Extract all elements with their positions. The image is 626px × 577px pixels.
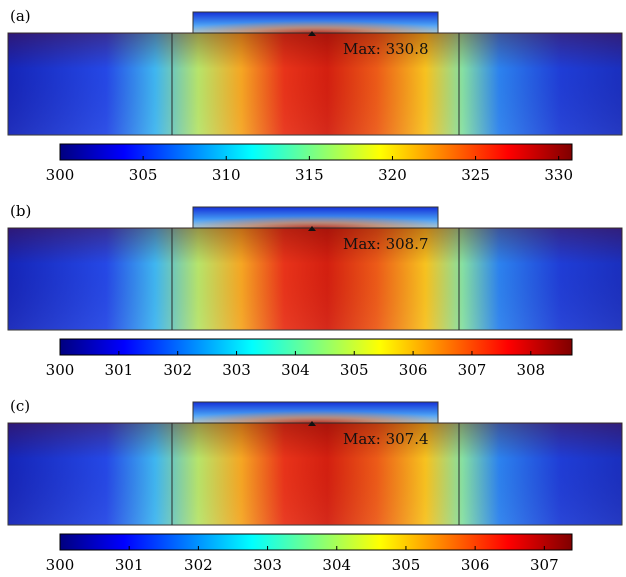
colorbar	[59, 338, 573, 356]
max-value-label: Max: 308.7	[343, 235, 429, 253]
field-shading	[8, 423, 622, 525]
colorbar-tick-label: 302	[184, 556, 213, 573]
colorbar-tick-label: 302	[163, 361, 192, 379]
colorbar-tick-label: 305	[129, 166, 158, 184]
field-shading	[8, 33, 622, 135]
panel-label: (a)	[10, 7, 31, 25]
colorbar-tick-label: 304	[322, 556, 351, 573]
colorbar	[59, 533, 573, 551]
max-marker-icon	[308, 226, 316, 231]
max-marker-icon	[308, 421, 316, 426]
colorbar-tick-label: 320	[378, 166, 407, 184]
panel-label: (b)	[10, 202, 31, 220]
colorbar-tick-label: 306	[399, 361, 428, 379]
colorbar-tick-label: 307	[530, 556, 559, 573]
colorbar-tick-label: 305	[392, 556, 421, 573]
top-block-heat	[193, 12, 438, 34]
colorbar-tick-label: 300	[46, 361, 75, 379]
top-block-heat	[193, 402, 438, 424]
colorbar-tick-label: 307	[458, 361, 487, 379]
panel-3: (c) Max: 307.4 300 301 302 303 304 305 306 307	[7, 397, 623, 574]
colorbar-tick-label: 310	[212, 166, 241, 184]
colorbar	[59, 143, 573, 161]
colorbar-tick-label: 301	[115, 556, 144, 573]
colorbar-tick-label: 305	[340, 361, 369, 379]
panel-1: (a) Max: 330.8 300 305 310 315 320 325 330	[7, 7, 623, 184]
colorbar-tick-label: 306	[461, 556, 490, 573]
max-marker-icon	[308, 31, 316, 36]
colorbar-tick-label: 315	[295, 166, 324, 184]
colorbar-tick-label: 304	[281, 361, 310, 379]
panel-label: (c)	[10, 397, 30, 415]
panel-2: (b) Max: 308.7 300 301 302 303 304 305 306 307 308	[7, 202, 623, 379]
colorbar-tick-label: 308	[516, 361, 545, 379]
colorbar-tick-label: 300	[46, 556, 75, 573]
colorbar-tick-label: 330	[544, 166, 573, 184]
max-value-label: Max: 307.4	[343, 430, 429, 448]
max-value-label: Max: 330.8	[343, 40, 429, 58]
colorbar-tick-label: 325	[461, 166, 490, 184]
field-shading	[8, 228, 622, 330]
colorbar-tick-label: 301	[105, 361, 134, 379]
colorbar-tick-label: 303	[253, 556, 282, 573]
colorbar-tick-label: 300	[46, 166, 75, 184]
top-block-heat	[193, 207, 438, 229]
colorbar-tick-label: 303	[222, 361, 251, 379]
